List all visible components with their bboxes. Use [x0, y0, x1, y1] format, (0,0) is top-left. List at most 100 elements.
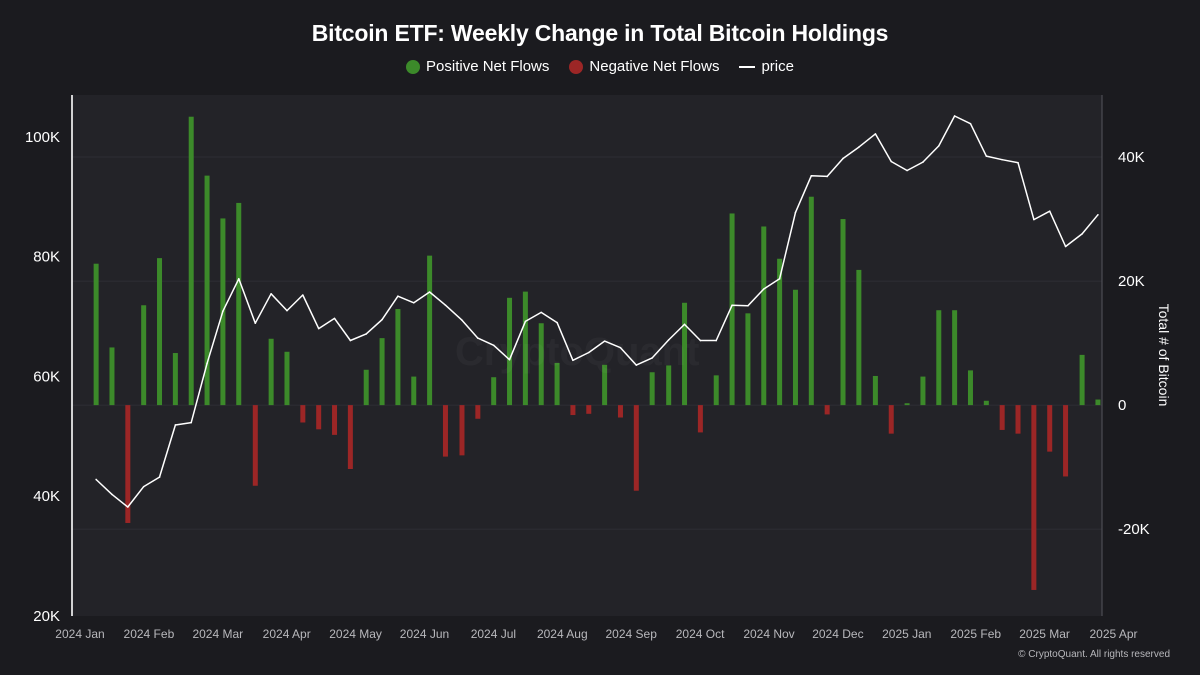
positive-flow-bar	[920, 376, 926, 406]
price-point	[190, 421, 193, 424]
legend-label-negative: Negative Net Flows	[589, 58, 720, 75]
price-point	[874, 133, 877, 135]
price-point	[286, 309, 288, 312]
price-point	[906, 169, 908, 172]
price-point	[477, 337, 479, 339]
price-point	[174, 424, 177, 426]
negative-flow-bar	[1063, 405, 1069, 477]
price-point	[969, 122, 972, 125]
positive-flow-bar	[1079, 354, 1085, 406]
positive-flow-bar	[284, 351, 290, 406]
negative-flow-bar	[475, 405, 481, 419]
price-point	[651, 357, 653, 359]
price-point	[237, 278, 240, 280]
x-axis-tick-label: 2025 Apr	[1089, 627, 1137, 641]
flow-bars	[93, 116, 1101, 590]
positive-flow-bar	[983, 400, 989, 406]
price-point	[428, 291, 431, 293]
positive-flow-bar	[93, 263, 99, 406]
positive-flow-bar	[395, 308, 401, 406]
negative-flow-bar	[1015, 405, 1021, 434]
price-point	[747, 304, 749, 307]
positive-flow-bar	[411, 376, 417, 406]
x-axis-tick-label: 2025 Jan	[882, 627, 931, 641]
price-point	[222, 310, 224, 312]
negative-flow-bar	[1047, 405, 1053, 452]
left-axis-tick-label: 100K	[25, 129, 60, 146]
positive-flow-bar	[268, 338, 274, 406]
positive-flow-bar	[379, 338, 385, 406]
negative-flow-bar	[347, 405, 353, 470]
price-point	[778, 278, 781, 280]
price-point	[461, 319, 463, 321]
price-point	[603, 340, 606, 342]
positive-flow-bar	[666, 365, 672, 406]
price-point	[317, 327, 320, 330]
left-axis-tick-label: 60K	[33, 368, 60, 385]
price-point	[762, 288, 765, 290]
price-point	[953, 115, 956, 117]
price-point	[715, 339, 718, 342]
x-axis-tick-label: 2025 Mar	[1019, 627, 1070, 641]
positive-flow-bar	[602, 364, 608, 406]
price-point	[1097, 213, 1099, 216]
price-point	[667, 339, 670, 341]
price-point	[1081, 233, 1083, 235]
price-point	[587, 351, 590, 354]
legend-item-price[interactable]: price	[739, 58, 794, 75]
legend-item-negative[interactable]: Negative Net Flows	[569, 58, 719, 75]
positive-flow-swatch	[406, 59, 421, 74]
x-axis-tick-label: 2024 Jun	[400, 627, 449, 641]
price-point	[254, 322, 257, 324]
price-point	[794, 211, 797, 214]
x-axis-tick-label: 2024 Jan	[55, 627, 104, 641]
negative-flow-bar	[332, 405, 338, 435]
price-series	[95, 115, 1099, 508]
positive-flow-bar	[904, 403, 910, 406]
negative-flow-bar	[999, 405, 1005, 430]
positive-flow-bar	[109, 347, 115, 406]
positive-flow-bar	[761, 226, 767, 406]
price-point	[635, 364, 638, 366]
positive-flow-bar	[188, 116, 194, 406]
price-point	[858, 146, 860, 148]
right-axis-tick-label: 0	[1118, 397, 1126, 414]
legend-label-positive: Positive Net Flows	[426, 58, 550, 75]
price-point	[158, 476, 161, 478]
copyright-notice: © CryptoQuant. All rights reserved	[1018, 649, 1170, 660]
positive-flow-bar	[745, 313, 751, 406]
positive-flow-bar	[872, 375, 878, 406]
price-point	[492, 344, 495, 347]
negative-flow-bar	[697, 405, 703, 433]
price-point	[890, 160, 893, 163]
positive-flow-bar	[204, 175, 210, 406]
right-axis-title: Total # of Bitcoin	[1156, 303, 1172, 407]
price-point	[1033, 218, 1035, 221]
positive-flow-bar	[952, 310, 958, 406]
price-point	[397, 295, 399, 298]
x-axis-tick-label: 2024 May	[329, 627, 382, 641]
price-point	[683, 323, 686, 326]
price-point	[540, 311, 543, 314]
price-point	[1001, 158, 1003, 161]
price-line-swatch	[739, 65, 756, 68]
x-axis-tick-label: 2024 Oct	[676, 627, 725, 641]
negative-flow-swatch	[569, 59, 584, 74]
negative-flow-bar	[586, 405, 592, 414]
negative-flow-bar	[888, 405, 894, 434]
negative-flow-bar	[442, 405, 448, 457]
right-axis-tick-label: 40K	[1118, 149, 1145, 166]
negative-flow-bar	[633, 405, 639, 491]
price-point	[937, 145, 940, 147]
legend-item-positive[interactable]: Positive Net Flows	[406, 58, 549, 75]
positive-flow-bar	[538, 323, 544, 406]
x-axis-tick-label: 2024 Aug	[537, 627, 588, 641]
negative-flow-bar	[570, 405, 576, 416]
positive-flow-bar	[808, 196, 814, 406]
price-point	[206, 362, 208, 365]
positive-flow-bar	[713, 375, 719, 406]
price-point	[365, 333, 368, 335]
price-point	[699, 339, 702, 342]
positive-flow-bar	[840, 219, 846, 406]
